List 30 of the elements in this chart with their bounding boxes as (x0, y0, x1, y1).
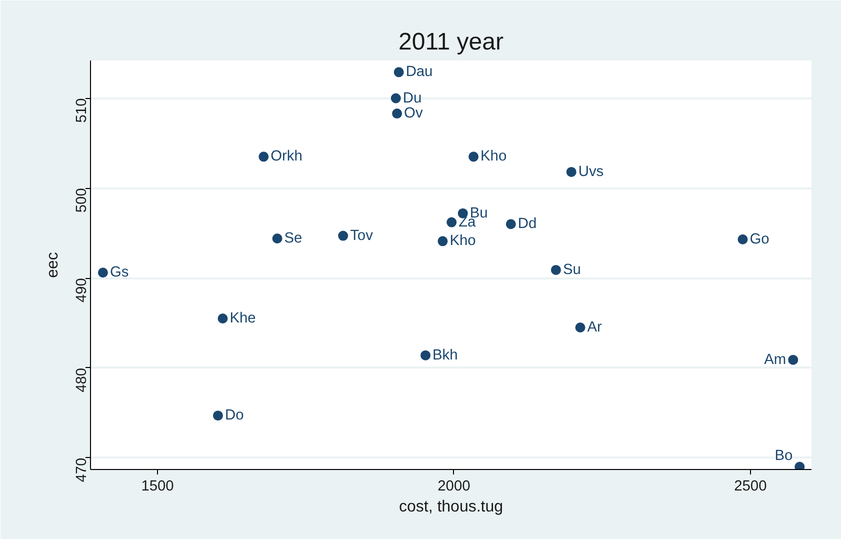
data-label: Bo (774, 448, 793, 464)
data-label: Khe (230, 310, 256, 326)
y-tick-label: 470 (74, 458, 90, 482)
y-tick-label: 480 (74, 368, 90, 392)
data-label: Am (764, 352, 786, 368)
data-label: Se (284, 230, 302, 246)
chart-title: 2011 year (398, 28, 504, 56)
y-tick-label: 500 (74, 188, 90, 213)
y-tick-label: 490 (74, 278, 90, 302)
data-label: Gs (110, 264, 129, 281)
y-tick-label: 510 (74, 98, 90, 123)
y-axis-title: eec (44, 252, 62, 278)
data-label: Uvs (578, 164, 604, 180)
data-label: Dd (518, 216, 537, 232)
data-label: Du (402, 90, 422, 106)
data-label: Bkh (432, 347, 458, 364)
data-label: Kho (480, 148, 507, 165)
x-axis-title: cost, thous.tug (398, 498, 504, 516)
data-label: Tov (350, 228, 374, 244)
x-tick-label: 2000 (438, 478, 470, 494)
data-label: Orkh (270, 148, 302, 165)
data-label: Ov (404, 106, 424, 122)
data-label: Ar (587, 319, 602, 336)
data-label: Su (562, 262, 581, 278)
x-tick-label: 1500 (141, 478, 174, 494)
data-label: Kho (450, 233, 476, 250)
data-label: Do (224, 408, 244, 424)
data-label: Go (750, 231, 770, 248)
data-label: Dau (406, 64, 433, 80)
x-tick-label: 2500 (734, 478, 767, 494)
